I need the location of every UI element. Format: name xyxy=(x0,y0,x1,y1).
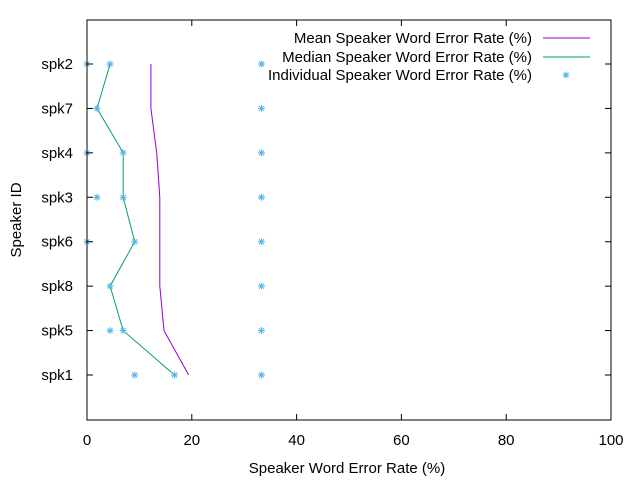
x-tick-label: 100 xyxy=(598,432,623,449)
x-tick-label: 60 xyxy=(393,432,410,449)
data-point-spk4 xyxy=(257,149,265,157)
legend-swatch xyxy=(562,71,570,79)
y-tick-label: spk4 xyxy=(41,145,73,162)
y-tick-label: spk1 xyxy=(41,367,73,384)
data-point-spk2 xyxy=(257,60,265,68)
data-point-spk6 xyxy=(257,238,265,246)
y-tick-label: spk5 xyxy=(41,323,73,340)
x-axis-label: Speaker Word Error Rate (%) xyxy=(249,460,445,477)
x-tick-label: 0 xyxy=(83,432,91,449)
data-point-spk5 xyxy=(257,327,265,335)
x-tick-label: 20 xyxy=(183,432,200,449)
data-point-spk3 xyxy=(257,193,265,201)
data-point-spk1 xyxy=(257,371,265,379)
data-point-spk6 xyxy=(131,238,139,246)
data-point-spk8 xyxy=(106,282,114,290)
data-point-spk3 xyxy=(119,193,127,201)
y-tick-label: spk7 xyxy=(41,100,73,117)
data-point-spk4 xyxy=(119,149,127,157)
series-line-0 xyxy=(150,64,190,376)
data-point-spk1 xyxy=(171,371,179,379)
legend: Mean Speaker Word Error Rate (%) Median S… xyxy=(268,30,590,84)
x-tick-label: 80 xyxy=(498,432,515,449)
y-tick-label: spk2 xyxy=(41,56,73,73)
y-tick-label: spk3 xyxy=(41,189,73,206)
x-tick-label: 40 xyxy=(288,432,305,449)
data-point-spk7 xyxy=(93,104,101,112)
series-line-1 xyxy=(96,63,175,376)
y-tick-label: spk6 xyxy=(41,234,73,251)
data-point-spk1 xyxy=(131,371,139,379)
data-point-spk5 xyxy=(106,327,114,335)
data-point-spk5 xyxy=(119,327,127,335)
plot-frame xyxy=(86,19,612,421)
data-point-spk3 xyxy=(93,193,101,201)
data-point-spk7 xyxy=(257,104,265,112)
ticks-layer: 0 20 40 60 80 100 spk1 spk5 spk8 spk6 spk3 spk4 spk7… xyxy=(41,20,624,449)
y-axis-label: Speaker ID xyxy=(8,182,25,257)
legend-label: Mean Speaker Word Error Rate (%) xyxy=(294,30,532,47)
data-point-spk2 xyxy=(106,60,114,68)
series-layer xyxy=(83,60,265,379)
legend-label: Individual Speaker Word Error Rate (%) xyxy=(268,67,532,84)
data-point-spk8 xyxy=(257,282,265,290)
legend-label: Median Speaker Word Error Rate (%) xyxy=(282,49,532,66)
y-tick-label: spk8 xyxy=(41,278,73,295)
